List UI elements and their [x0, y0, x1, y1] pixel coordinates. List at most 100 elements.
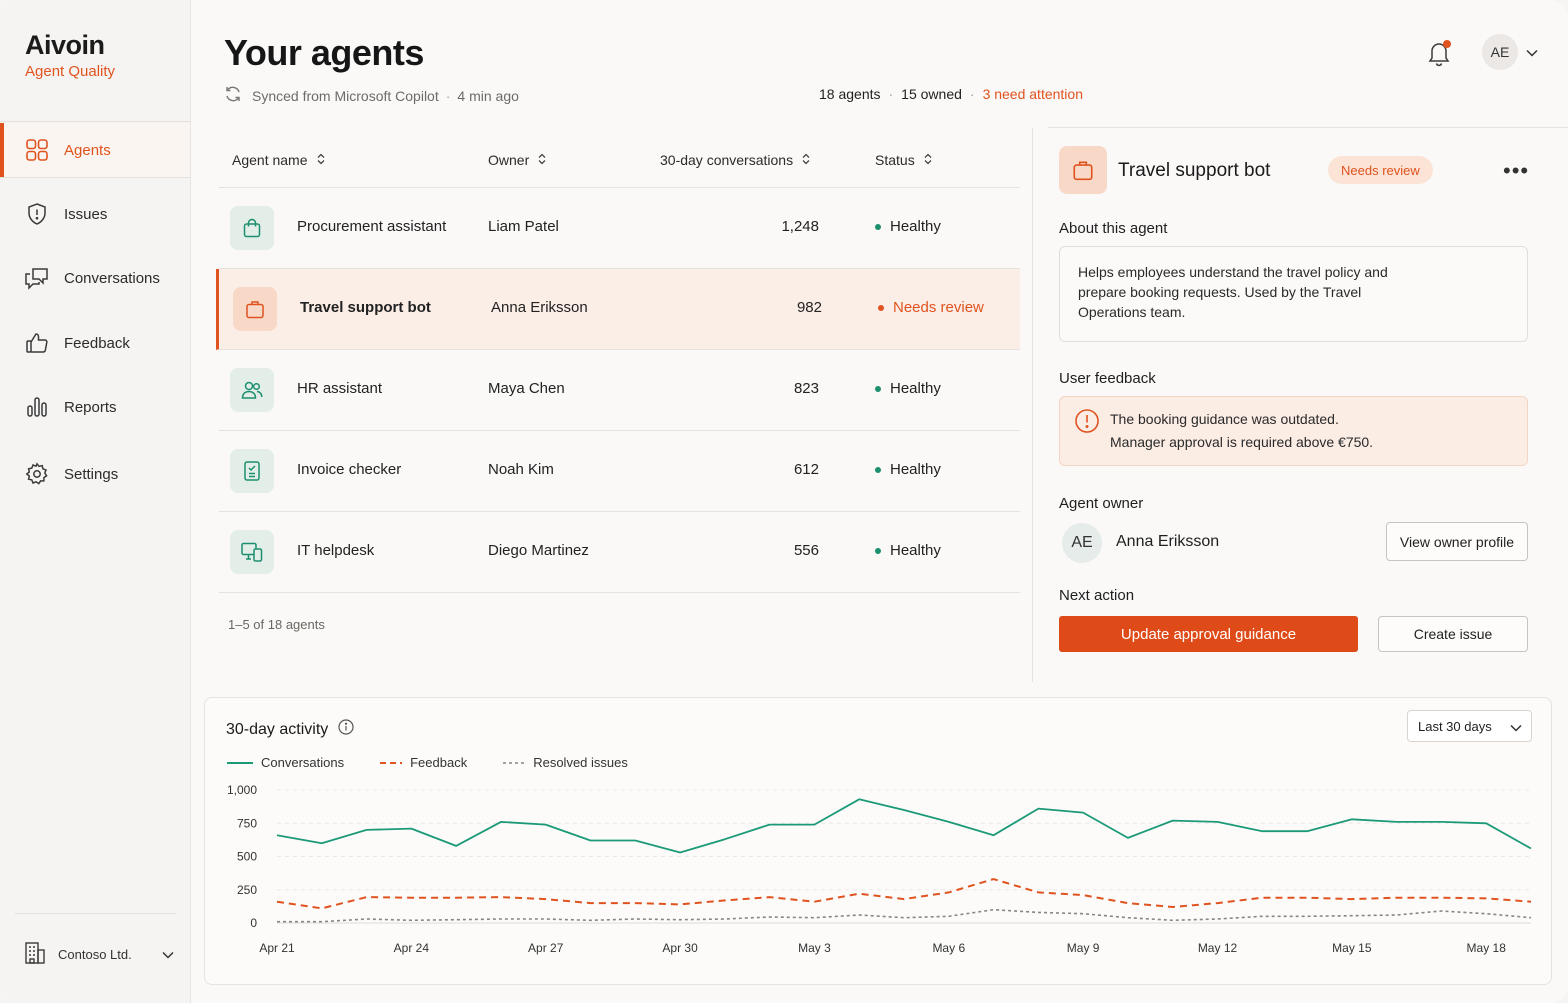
status-dot	[875, 466, 881, 473]
chevron-down-icon[interactable]	[1526, 44, 1538, 62]
legend-item: Conversations	[227, 755, 344, 770]
column-header-owner[interactable]: Owner	[488, 152, 546, 168]
agent-name: Procurement assistant	[297, 218, 447, 235]
legend-label: Resolved issues	[533, 755, 628, 770]
more-options-icon[interactable]: •••	[1503, 158, 1530, 183]
x-tick-label: Apr 30	[662, 941, 698, 955]
x-tick-label: May 3	[798, 941, 831, 955]
view-owner-profile-button[interactable]: View owner profile	[1386, 522, 1528, 561]
separator-dot: ·	[969, 86, 975, 102]
sort-icon	[538, 152, 546, 168]
org-switcher[interactable]: Contoso Ltd.	[24, 940, 174, 968]
next-action-label: Next action	[1059, 587, 1135, 604]
column-header-agent-name[interactable]: Agent name	[232, 152, 325, 168]
legend-swatch	[503, 761, 526, 764]
sidebar-item-feedback[interactable]: Feedback	[0, 316, 190, 370]
date-range-select[interactable]: Last 30 days	[1407, 710, 1532, 742]
agent-conversations: 823	[793, 380, 819, 397]
status-text: Healthy	[890, 542, 941, 559]
user-avatar[interactable]: AE	[1482, 34, 1518, 70]
table-row[interactable]: Procurement assistant Liam Patel 1,248 H…	[219, 188, 1020, 269]
y-tick-label: 0	[250, 916, 257, 930]
sidebar-divider	[15, 913, 176, 914]
sync-text: Synced from Microsoft Copilot	[252, 87, 439, 104]
y-tick-label: 1,000	[227, 783, 257, 797]
stat-owned: 15 owned	[901, 86, 962, 102]
bar-chart-icon	[24, 394, 50, 420]
about-text: Helps employees understand the travel po…	[1059, 246, 1528, 342]
table-row[interactable]: Travel support bot Anna Eriksson 982 Nee…	[216, 269, 1020, 350]
table-row[interactable]: IT helpdesk Diego Martinez 556 Healthy	[219, 512, 1020, 593]
series-line-resolved-issues	[277, 908, 1532, 923]
table-row[interactable]: HR assistant Maya Chen 823 Healthy	[219, 350, 1020, 431]
separator-dot: ·	[888, 86, 894, 102]
users-icon	[230, 368, 274, 412]
notifications-button[interactable]	[1424, 38, 1454, 68]
activity-chart: 0 250 500 750 1,000 Apr 21 Apr 24 Apr 27 Apr 30 M…	[227, 783, 1532, 955]
avatar: AE	[1062, 523, 1102, 563]
sort-icon	[317, 152, 325, 168]
agent-name: HR assistant	[297, 380, 383, 397]
series-line-feedback	[276, 878, 1532, 910]
panel-divider	[1048, 127, 1568, 128]
x-tick-label: May 15	[1332, 941, 1372, 955]
chat-bubbles-icon	[24, 265, 50, 291]
x-tick-label: Apr 27	[528, 941, 564, 955]
stat-agents: 18 agents	[819, 86, 881, 102]
feedback-line: The booking guidance was outdated.	[1110, 411, 1339, 427]
bell-icon	[1424, 43, 1454, 72]
agent-name: IT helpdesk	[297, 542, 375, 559]
sync-time: 4 min ago	[457, 87, 519, 104]
stat-attention[interactable]: 3 need attention	[982, 86, 1083, 102]
notification-badge	[1443, 40, 1451, 48]
status-text: Needs review	[893, 299, 984, 316]
sidebar-item-agents[interactable]: Agents	[0, 123, 190, 177]
sort-icon	[924, 152, 932, 168]
org-name: Contoso Ltd.	[58, 946, 132, 962]
receipt-icon	[230, 449, 274, 493]
x-tick-label: Apr 24	[394, 941, 430, 955]
status-text: Healthy	[890, 218, 941, 235]
brand: Aivoin Agent Quality	[25, 30, 115, 80]
agent-conversations: 556	[793, 542, 819, 559]
agent-owner: Maya Chen	[488, 380, 565, 397]
sidebar-item-reports[interactable]: Reports	[0, 380, 190, 434]
update-approval-guidance-button[interactable]: Update approval guidance	[1059, 616, 1358, 652]
y-tick-label: 500	[237, 850, 257, 864]
status-dot	[875, 547, 881, 554]
feedback-line: Manager approval is required above €750.	[1110, 434, 1374, 450]
table-row[interactable]: Invoice checker Noah Kim 612 Healthy	[219, 431, 1020, 512]
shield-alert-icon	[24, 201, 50, 227]
grid-icon	[24, 137, 50, 163]
status-badge: Needs review	[1328, 156, 1433, 184]
legend-label: Feedback	[410, 755, 468, 770]
sidebar-item-settings[interactable]: Settings	[0, 447, 190, 501]
refresh-icon	[224, 85, 242, 106]
agent-owner: Anna Eriksson	[491, 299, 588, 316]
info-icon[interactable]	[338, 719, 354, 740]
column-header-status[interactable]: Status	[875, 152, 932, 168]
sidebar: Aivoin Agent Quality Agents Issues	[0, 0, 191, 1003]
x-tick-label: May 9	[1067, 941, 1100, 955]
agent-owner: Noah Kim	[488, 461, 554, 478]
agent-stats: 18 agents · 15 owned · 3 need attention	[819, 86, 1083, 102]
status-badge: Needs review	[878, 299, 984, 316]
page-title: Your agents	[224, 32, 424, 73]
status-text: Healthy	[890, 461, 941, 478]
chevron-down-icon	[162, 947, 174, 962]
briefcase-icon	[233, 287, 277, 331]
thumbs-up-icon	[24, 330, 50, 356]
status-badge: Healthy	[875, 461, 941, 478]
sidebar-item-issues[interactable]: Issues	[0, 187, 190, 241]
devices-icon	[230, 530, 274, 574]
legend-swatch	[380, 761, 403, 764]
sidebar-item-conversations[interactable]: Conversations	[0, 251, 190, 305]
create-issue-button[interactable]: Create issue	[1378, 616, 1528, 652]
status-dot	[875, 223, 881, 230]
chevron-down-icon	[1510, 720, 1522, 735]
sidebar-divider	[0, 121, 191, 122]
column-label: Status	[875, 152, 915, 168]
briefcase-icon	[1059, 146, 1107, 194]
column-header-conversations[interactable]: 30-day conversations	[660, 152, 810, 168]
